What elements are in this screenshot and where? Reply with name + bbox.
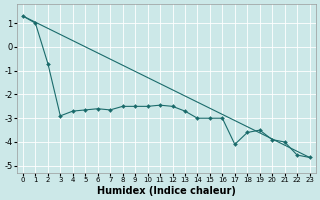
X-axis label: Humidex (Indice chaleur): Humidex (Indice chaleur) bbox=[97, 186, 236, 196]
